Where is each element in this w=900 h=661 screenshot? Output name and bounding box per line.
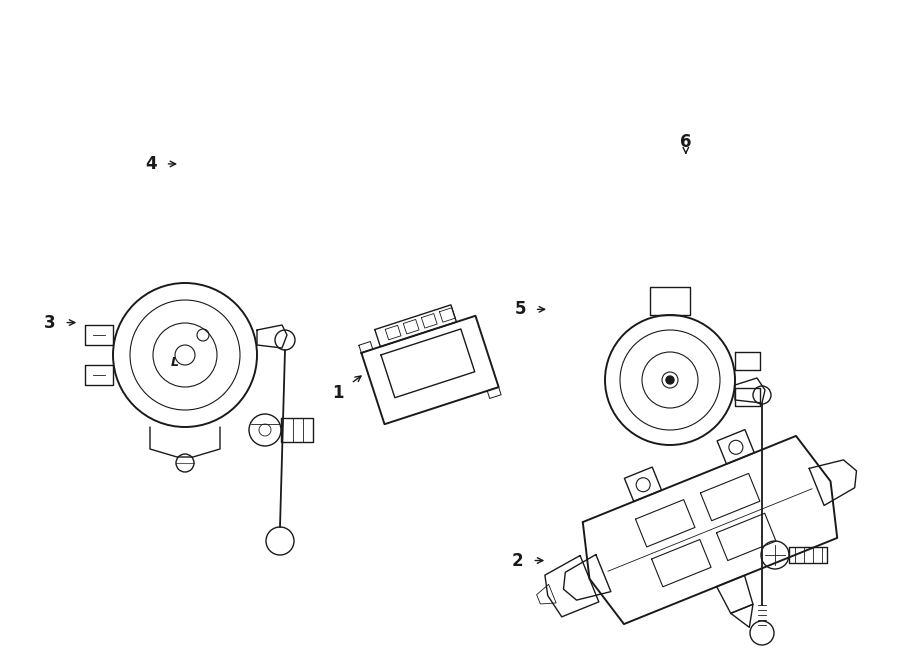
Text: 4: 4 <box>146 155 157 173</box>
Text: 3: 3 <box>44 313 55 332</box>
Circle shape <box>666 376 674 384</box>
Text: 1: 1 <box>332 384 343 403</box>
Text: 5: 5 <box>515 300 526 319</box>
Text: L: L <box>171 356 179 369</box>
Text: 2: 2 <box>512 551 523 570</box>
Text: 6: 6 <box>680 133 691 151</box>
